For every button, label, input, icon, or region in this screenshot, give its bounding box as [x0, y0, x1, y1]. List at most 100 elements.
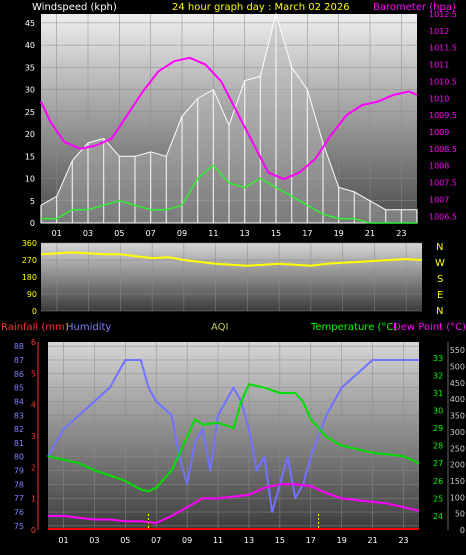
rain-tick-label: 0 — [31, 526, 36, 535]
baro-tick-label: 1006.5 — [429, 212, 457, 221]
direction-tick-label: 360 — [22, 239, 37, 248]
rain-tick-label: 3 — [31, 432, 36, 441]
aqi-tick-label: 400 — [450, 395, 465, 404]
temp-tick-label: 25 — [433, 494, 443, 503]
direction-tick-label: 270 — [22, 256, 37, 265]
x-tick-label: 13 — [240, 229, 250, 238]
x-tick-label: 11 — [213, 536, 223, 545]
humidity-tick-label: 88 — [14, 342, 24, 351]
wind-tick-label: 30 — [25, 86, 35, 95]
aqi-tick-label: 50 — [455, 510, 465, 519]
rain-tick-label: 1 — [31, 495, 36, 504]
x-tick-label: 17 — [302, 229, 312, 238]
humidity-tick-label: 77 — [14, 494, 24, 503]
rain-label: Rainfall (mm) — [1, 322, 69, 333]
x-tick-label: 23 — [396, 229, 406, 238]
x-tick-label: 13 — [244, 536, 254, 545]
compass-e: E — [437, 290, 443, 301]
compass-w: W — [435, 258, 445, 269]
compass-s: S — [437, 274, 443, 285]
baro-tick-label: 1008.5 — [429, 145, 457, 154]
humidity-tick-label: 76 — [14, 508, 24, 517]
temp-tick-label: 31 — [433, 389, 443, 398]
direction-tick-label: 90 — [27, 290, 37, 299]
direction-line — [40, 251, 423, 267]
humidity-tick-label: 78 — [14, 480, 24, 489]
baro-tick-label: 1012 — [429, 27, 449, 36]
rain-tick-label: 6 — [31, 338, 36, 347]
humidity-tick-label: 86 — [14, 370, 24, 379]
x-tick-label: 07 — [146, 229, 156, 238]
chart-title: 24 hour graph day : March 02 2026 — [172, 2, 350, 13]
temp-tick-label: 32 — [433, 371, 443, 380]
humidity-tick-label: 85 — [14, 384, 24, 393]
x-tick-label: 21 — [368, 536, 378, 545]
temp-tick-label: 26 — [433, 477, 443, 486]
aqi-tick-label: 500 — [450, 363, 465, 372]
x-tick-label: 05 — [114, 229, 124, 238]
x-tick-label: 19 — [334, 229, 344, 238]
rain-tick-label: 5 — [31, 369, 36, 378]
dewpoint-label: Dew Point (°C) — [393, 322, 466, 333]
compass-n-bottom: N — [436, 306, 443, 317]
temperature-label: Temperature (°C) — [310, 322, 397, 333]
x-tick-label: 21 — [365, 229, 375, 238]
wind-tick-label: 15 — [25, 152, 35, 161]
x-tick-label: 03 — [83, 229, 93, 238]
temp-tick-label: 27 — [433, 459, 443, 468]
x-tick-label: 05 — [120, 536, 130, 545]
compass-n-top: N — [436, 242, 443, 253]
baro-tick-label: 1007 — [429, 195, 449, 204]
humidity-tick-label: 79 — [14, 467, 24, 476]
baro-tick-label: 1010.5 — [429, 77, 457, 86]
temp-tick-label: 28 — [433, 442, 443, 451]
axis-ticks: 0510152025303540451006.510071007.5100810… — [14, 10, 465, 545]
rain-tick-label: 4 — [31, 401, 36, 410]
x-tick-label: 01 — [58, 536, 68, 545]
aqi-tick-label: 200 — [450, 461, 465, 470]
direction-tick-label: 180 — [22, 273, 37, 282]
x-tick-label: 11 — [208, 229, 218, 238]
x-tick-label: 19 — [337, 536, 347, 545]
aqi-tick-label: 350 — [450, 412, 465, 421]
temp-tick-label: 33 — [433, 354, 443, 363]
wind-tick-label: 10 — [25, 175, 35, 184]
humidity-line — [47, 359, 419, 513]
x-tick-label: 09 — [182, 536, 192, 545]
temp-series — [47, 359, 420, 530]
humidity-label: Humidity — [66, 322, 111, 333]
humidity-tick-label: 75 — [14, 522, 24, 531]
wind-series — [40, 12, 418, 224]
dewpoint-line — [48, 483, 420, 524]
baro-tick-label: 1011 — [429, 61, 449, 70]
wind-tick-label: 20 — [25, 130, 35, 139]
wind-tick-label: 35 — [25, 63, 35, 72]
temp-tick-label: 30 — [433, 407, 443, 416]
aqi-tick-label: 100 — [450, 493, 465, 502]
x-tick-label: 03 — [89, 536, 99, 545]
x-tick-label: 23 — [398, 536, 408, 545]
baro-tick-label: 1009 — [429, 128, 449, 137]
windspeed-line — [41, 164, 417, 224]
baro-tick-label: 1010 — [429, 94, 449, 103]
baro-axis-label: Barometer (hpa) — [373, 2, 456, 13]
wind-tick-label: 40 — [25, 41, 35, 50]
baro-tick-label: 1012.5 — [429, 10, 457, 19]
baro-tick-label: 1009.5 — [429, 111, 457, 120]
x-tick-label: 07 — [151, 536, 161, 545]
wind-axis-label: Windspeed (kph) — [32, 2, 117, 13]
aqi-tick-label: 250 — [450, 444, 465, 453]
baro-tick-label: 1008 — [429, 162, 449, 171]
barometer-line — [40, 56, 418, 181]
wind-tick-label: 0 — [30, 219, 35, 228]
humidity-tick-label: 82 — [14, 425, 24, 434]
aqi-tick-label: 300 — [450, 428, 465, 437]
humidity-tick-label: 80 — [14, 453, 24, 462]
baro-tick-label: 1011.5 — [429, 44, 457, 53]
humidity-tick-label: 83 — [14, 411, 24, 420]
temp-tick-label: 24 — [433, 512, 443, 521]
wind-tick-label: 45 — [25, 19, 35, 28]
wind-tick-label: 5 — [30, 197, 35, 206]
direction-series — [40, 251, 423, 267]
